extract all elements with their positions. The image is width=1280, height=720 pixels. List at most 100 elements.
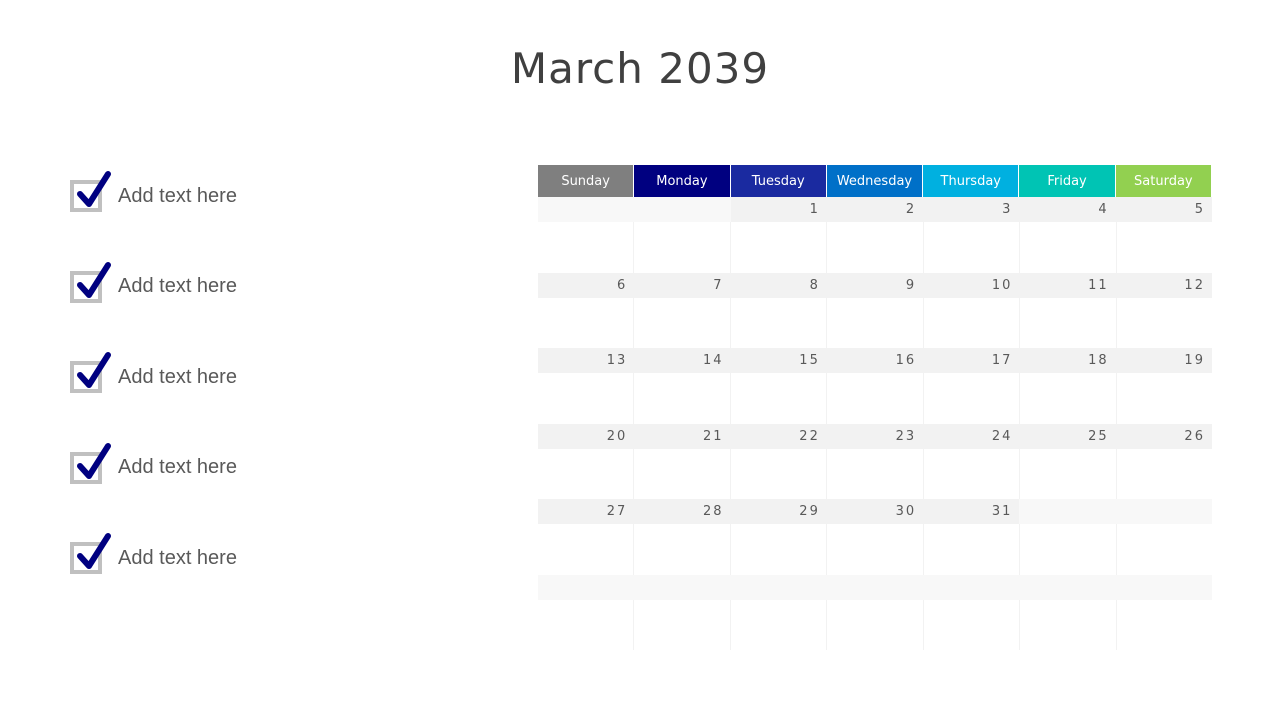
- day-cell[interactable]: [538, 222, 635, 273]
- day-cell[interactable]: [538, 448, 635, 499]
- day-cell[interactable]: [731, 222, 828, 273]
- page-title: March 2039: [510, 44, 770, 93]
- task-text: Add text here: [118, 275, 237, 297]
- weekday-tuesday: Tuesday: [730, 165, 827, 197]
- day-cell[interactable]: [1020, 297, 1117, 348]
- checkbox-checked-icon: [70, 171, 111, 212]
- calendar-week: [538, 574, 1212, 651]
- day-cell[interactable]: [731, 448, 828, 499]
- day-number: 12: [1115, 272, 1212, 298]
- day-cell[interactable]: [1117, 298, 1212, 349]
- day-number: 4: [1019, 197, 1116, 222]
- day-number: 25: [1019, 423, 1116, 449]
- day-number: [1115, 499, 1212, 524]
- day-cell[interactable]: [827, 448, 924, 499]
- day-number: 2: [826, 197, 924, 222]
- day-number: 30: [826, 499, 924, 524]
- day-cell[interactable]: [538, 297, 635, 348]
- task-item: Add text here: [70, 261, 237, 309]
- day-cell[interactable]: [634, 297, 731, 348]
- day-number: [634, 574, 731, 600]
- day-cell[interactable]: [1020, 599, 1117, 650]
- day-number: 27: [538, 499, 635, 524]
- calendar-week: 27 28 29 30 31: [538, 499, 1212, 575]
- day-cell[interactable]: [1117, 222, 1212, 273]
- day-cell[interactable]: [827, 524, 924, 575]
- task-item: Add text here: [70, 533, 237, 580]
- task-text: Add text here: [118, 184, 237, 207]
- weekday-friday: Friday: [1019, 165, 1116, 197]
- day-number: 16: [826, 348, 924, 373]
- day-cell[interactable]: [1117, 449, 1212, 500]
- day-number: 1: [730, 197, 827, 222]
- day-number: 18: [1019, 348, 1116, 373]
- day-cell[interactable]: [538, 599, 635, 650]
- day-cell[interactable]: [1020, 373, 1117, 424]
- day-number: 3: [923, 197, 1020, 222]
- weekday-wednesday: Wednesday: [826, 165, 924, 197]
- day-cell[interactable]: [538, 373, 635, 424]
- checkbox-checked-icon: [70, 533, 111, 574]
- day-number: 11: [1019, 272, 1116, 298]
- day-number: 28: [634, 499, 731, 524]
- day-cell[interactable]: [924, 297, 1021, 348]
- day-cell[interactable]: [731, 373, 828, 424]
- day-number: 14: [634, 348, 731, 373]
- day-cell[interactable]: [1020, 222, 1117, 273]
- day-number: 9: [826, 272, 924, 298]
- day-cell[interactable]: [634, 599, 731, 650]
- day-cell[interactable]: [1020, 524, 1117, 575]
- day-number: 7: [634, 272, 731, 298]
- day-number: [1115, 574, 1212, 600]
- day-cell[interactable]: [731, 524, 828, 575]
- day-number: 6: [538, 272, 635, 298]
- day-cell[interactable]: [634, 373, 731, 424]
- day-number: 21: [634, 423, 731, 449]
- weekday-saturday: Saturday: [1115, 165, 1212, 197]
- day-cell[interactable]: [731, 599, 828, 650]
- day-cell[interactable]: [827, 222, 924, 273]
- day-cell[interactable]: [924, 599, 1021, 650]
- weekday-sunday: Sunday: [538, 165, 635, 197]
- day-number: [1019, 499, 1116, 524]
- day-number: 5: [1115, 197, 1212, 222]
- day-number: 20: [538, 423, 635, 449]
- day-cell[interactable]: [538, 524, 635, 575]
- day-cell[interactable]: [924, 373, 1021, 424]
- day-cell[interactable]: [1117, 600, 1212, 651]
- day-cell[interactable]: [827, 373, 924, 424]
- day-cell[interactable]: [1117, 524, 1212, 575]
- day-cell[interactable]: [634, 448, 731, 499]
- day-number: 15: [730, 348, 827, 373]
- day-number: [634, 197, 731, 222]
- day-cell[interactable]: [827, 297, 924, 348]
- day-number: 26: [1115, 423, 1212, 449]
- day-number: [1019, 574, 1116, 600]
- day-number: 13: [538, 348, 635, 373]
- day-cell[interactable]: [731, 297, 828, 348]
- day-cell[interactable]: [924, 222, 1021, 273]
- day-number: [730, 574, 827, 600]
- day-cell[interactable]: [1117, 373, 1212, 424]
- day-number: 22: [730, 423, 827, 449]
- checkbox-checked-icon: [70, 442, 111, 484]
- weekday-monday: Monday: [634, 165, 731, 197]
- calendar-week: 6 7 8 9 10 11 12: [538, 272, 1212, 349]
- day-number: 8: [730, 272, 827, 298]
- day-cell[interactable]: [924, 524, 1021, 575]
- task-item: Add text here: [70, 352, 237, 399]
- day-cell[interactable]: [827, 599, 924, 650]
- day-number: 19: [1115, 348, 1212, 373]
- day-cell[interactable]: [1020, 448, 1117, 499]
- task-text: Add text here: [118, 546, 237, 569]
- day-cell[interactable]: [924, 448, 1021, 499]
- day-cell[interactable]: [634, 524, 731, 575]
- day-number: [826, 574, 924, 600]
- weekday-header: Sunday Monday Tuesday Wednesday Thursday Frid…: [538, 165, 1212, 197]
- day-number: 10: [923, 272, 1020, 298]
- day-number: 31: [923, 499, 1020, 524]
- day-cell[interactable]: [634, 222, 731, 273]
- day-number: 17: [923, 348, 1020, 373]
- calendar-week: 13 14 15 16 17 18 19: [538, 348, 1212, 424]
